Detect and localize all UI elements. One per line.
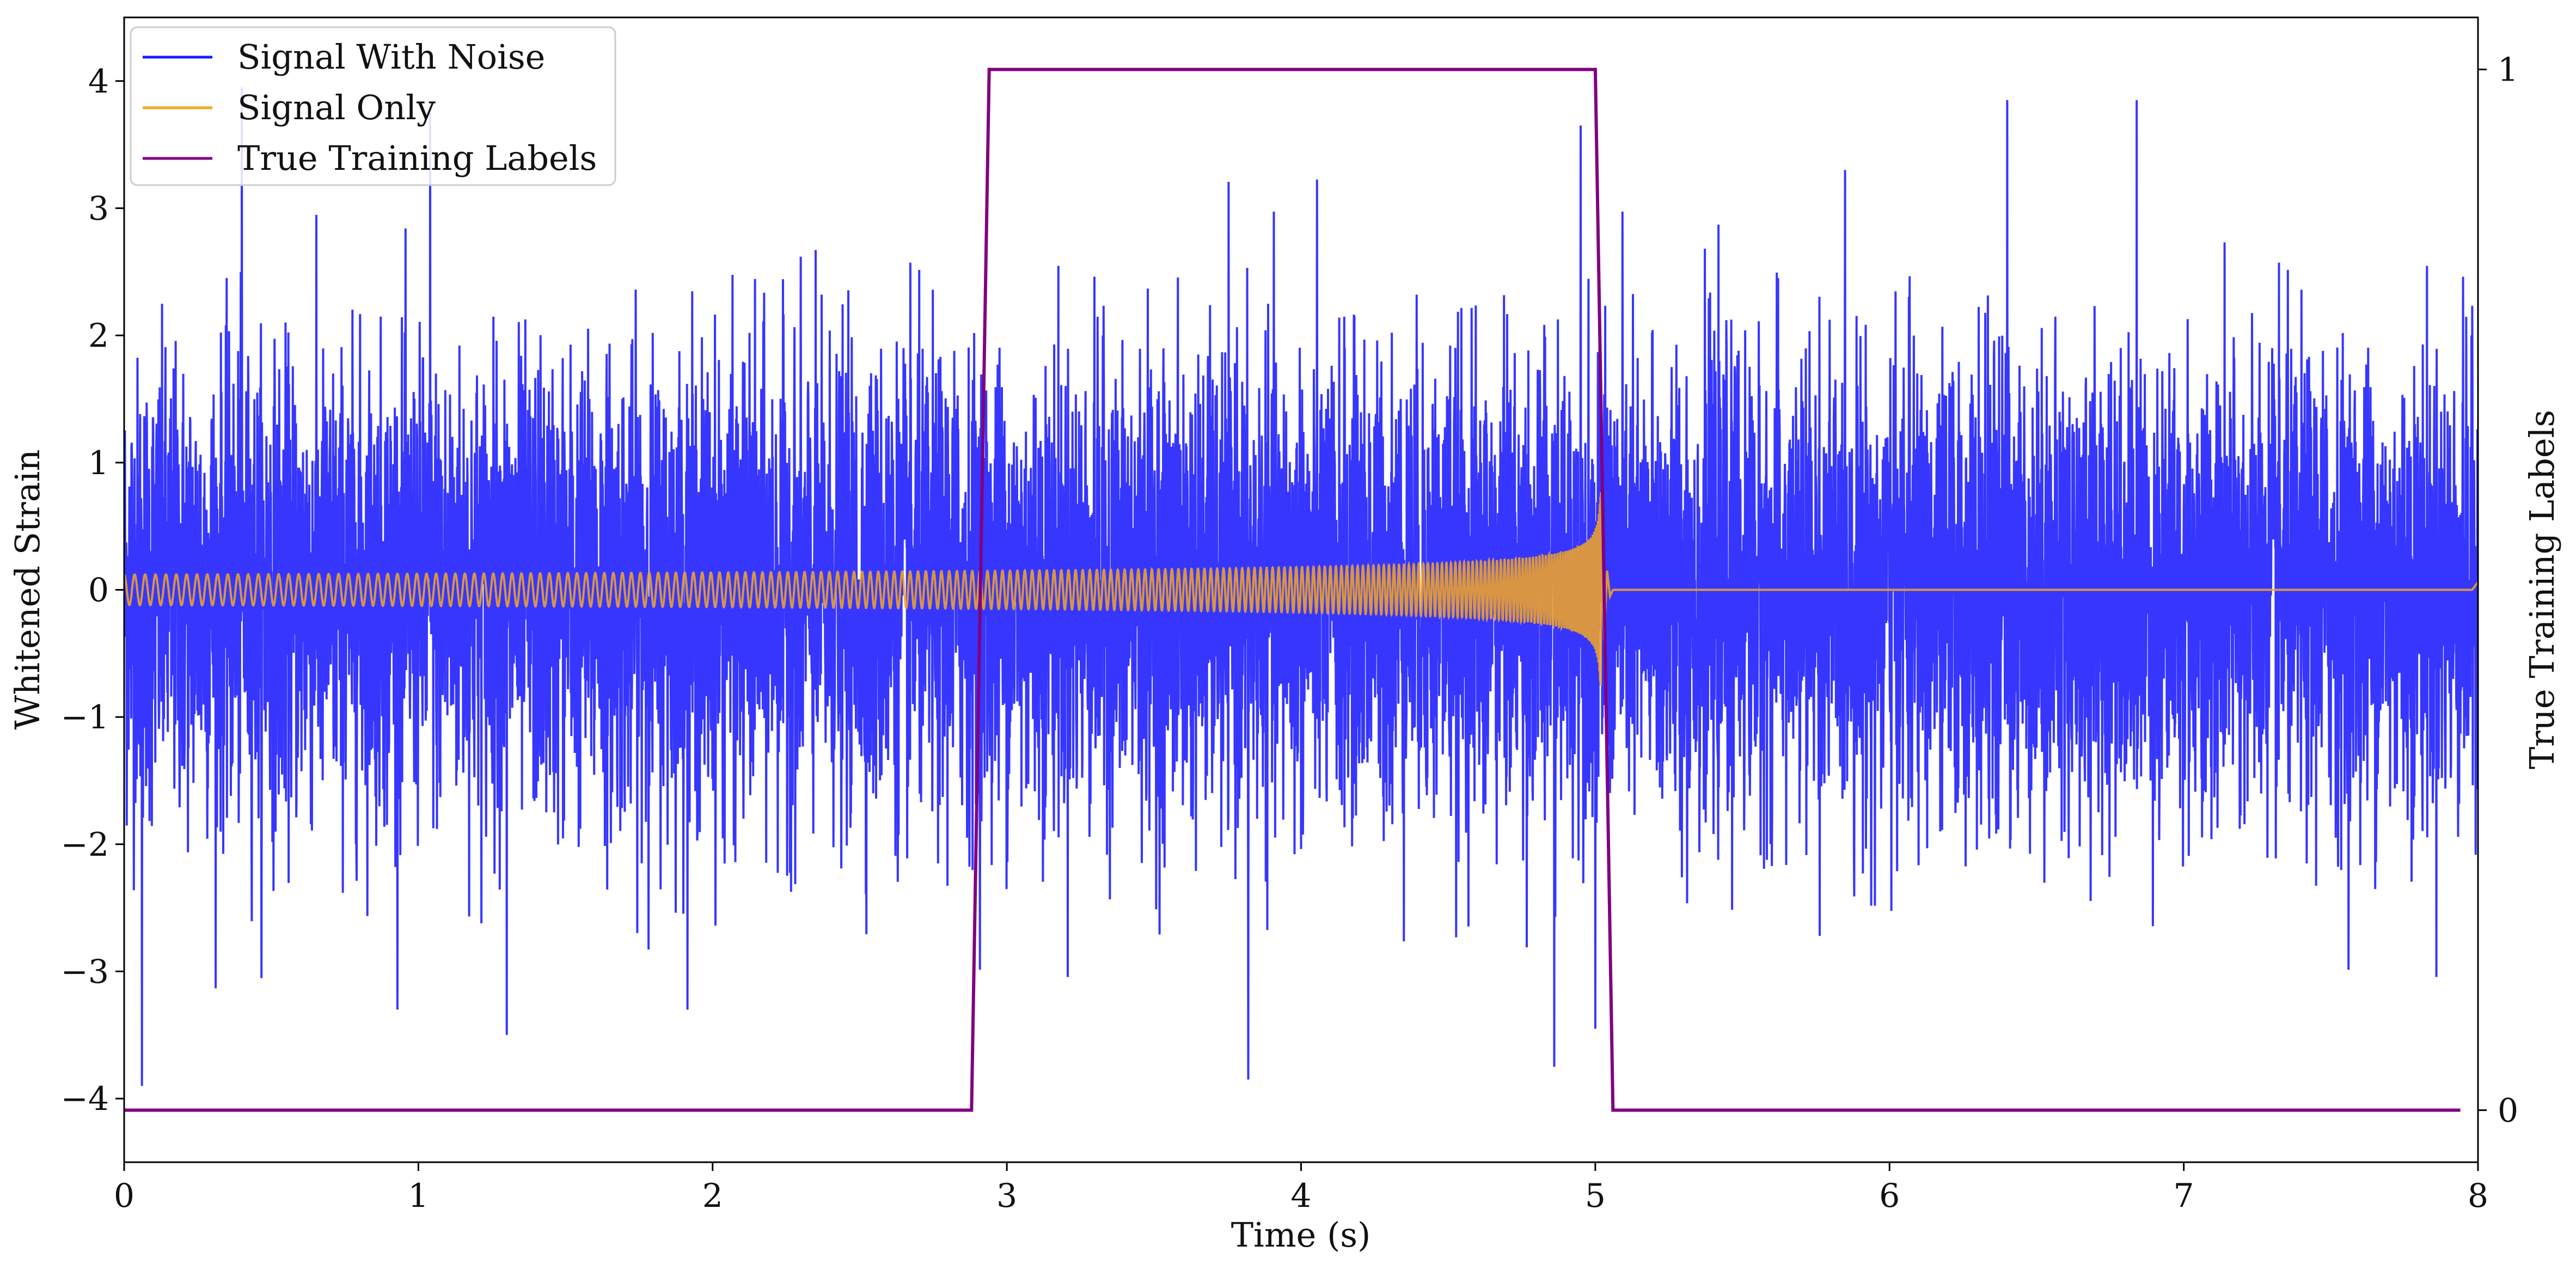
x-tick-label: 8 [2468,1177,2488,1215]
y-axis-right: 01 [2478,51,2518,1130]
x-tick-label: 5 [1585,1177,1606,1215]
x-tick-label: 2 [702,1177,723,1215]
x-tick-label: 4 [1290,1177,1311,1215]
y-tick-label: −2 [61,826,109,864]
y2-axis-title: True Training Labels [2522,410,2562,769]
x-tick-label: 6 [1879,1177,1900,1215]
x-tick-label: 1 [408,1177,429,1215]
y-tick-label: 4 [88,63,109,101]
y-tick-label: −1 [61,698,109,737]
legend-label: True Training Labels [237,138,597,178]
y-tick-label: 2 [88,317,109,355]
series-line-true-training-labels [124,68,2461,1112]
legend-label: Signal Only [237,88,436,127]
y-tick-label: −4 [61,1080,109,1118]
series-line-signal-only [124,492,2478,686]
y-tick-label: 1 [88,444,109,482]
y-tick-label: −3 [61,953,109,991]
x-tick-label: 3 [996,1177,1017,1215]
x-tick-label: 7 [2174,1177,2194,1215]
x-axis: 0 1 2 3 4 5 6 7 8 [114,1162,2488,1215]
series-layer [124,68,2478,1112]
x-tick-label: 0 [114,1177,134,1215]
x-axis-title: Time (s) [1231,1215,1371,1255]
y2-tick-label: 0 [2498,1091,2518,1130]
y-axis-left: −4 −3 −2 −1 0 1 2 3 4 [61,63,124,1118]
y-tick-label: 0 [88,572,109,610]
y2-tick-label: 1 [2498,51,2518,89]
y-tick-label: 3 [88,190,109,228]
legend-box [130,26,616,186]
legend-label: Signal With Noise [237,37,545,77]
y-axis-title: Whitened Strain [8,450,47,730]
legend: Signal With Noise Signal Only True Trainin… [130,26,616,186]
